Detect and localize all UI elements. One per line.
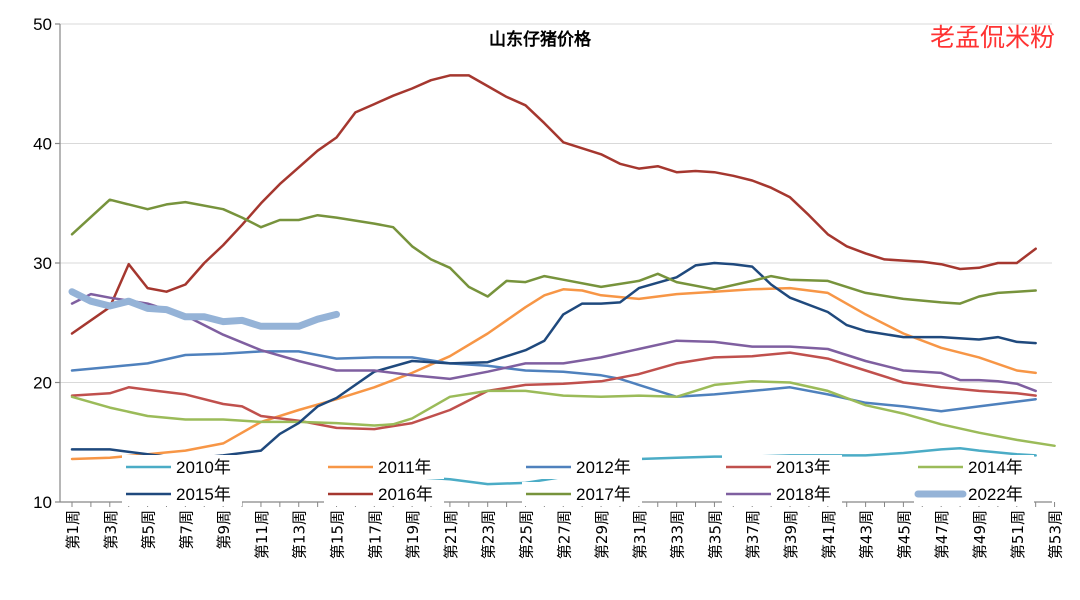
legend-label: 2018年 [776, 485, 831, 504]
x-tick-label: 第47周 [933, 510, 951, 559]
watermark-text: 老孟侃米粉 [930, 23, 1055, 52]
x-tick-label: 第19周 [404, 510, 422, 559]
x-tick-label: 第43周 [858, 510, 876, 559]
legend-label: 2016年 [378, 485, 433, 504]
series-line-2015年 [70, 261, 1037, 461]
x-tick-label: 第11周 [253, 510, 271, 559]
x-tick-label: 第31周 [631, 510, 649, 559]
x-tick-label: 第1周 [64, 510, 82, 550]
x-tick-label: 第13周 [291, 510, 309, 559]
x-tick-label: 第21周 [442, 510, 460, 559]
x-tick-label: 第27周 [555, 510, 573, 559]
series-line-2017年 [70, 198, 1037, 305]
series-line-2014年 [70, 380, 1056, 448]
legend-label: 2022年 [968, 485, 1023, 504]
legend-item: 2016年 [324, 482, 444, 506]
x-tick-label: 第7周 [177, 510, 195, 550]
legend-item: 2015年 [122, 482, 242, 506]
x-tick-label: 第35周 [706, 510, 724, 559]
legend: 2010年 2011年 2012年 2013年 2014年 2015年 2016年 2017年… [122, 455, 1034, 506]
legend-item: 2011年 [324, 455, 444, 479]
x-tick-label: 第23周 [480, 510, 498, 559]
x-tick-label: 第25周 [517, 510, 535, 559]
x-tick-label: 第37周 [744, 510, 762, 559]
x-tick-label: 第49周 [971, 510, 989, 559]
x-tick-label: 第15周 [329, 510, 347, 559]
legend-item: 2012年 [522, 455, 642, 479]
horizontal-gridlines [60, 23, 1052, 503]
x-tick-label: 第41周 [820, 510, 838, 559]
x-tick-label: 第39周 [782, 510, 800, 559]
series-line-2011年 [70, 286, 1037, 461]
series-line-2018年 [70, 292, 1037, 393]
y-tick-label: 30 [33, 254, 52, 273]
legend-item: 2017年 [522, 482, 642, 506]
legend-item: 2010年 [122, 455, 242, 479]
x-tick-label: 第45周 [895, 510, 913, 559]
x-tick-label: 第29周 [593, 510, 611, 559]
x-tick-label: 第5周 [140, 510, 158, 550]
series-line-2022年 [68, 288, 340, 330]
series-line-2016年 [70, 74, 1037, 335]
legend-label: 2017年 [576, 485, 631, 504]
y-tick-label: 10 [33, 493, 52, 512]
series-line-2012年 [70, 350, 1037, 413]
legend-label: 2010年 [176, 458, 231, 477]
series-line-2013年 [70, 351, 1037, 431]
legend-label: 2013年 [776, 458, 831, 477]
y-tick-label: 20 [33, 374, 52, 393]
legend-item: 2013年 [722, 455, 842, 479]
x-tick-label: 第51周 [1009, 510, 1027, 559]
y-tick-label: 40 [33, 135, 52, 154]
x-tick-label: 第17周 [366, 510, 384, 559]
legend-label: 2011年 [378, 458, 432, 477]
x-tick-label: 第53周 [1047, 510, 1065, 559]
legend-item: 2014年 [914, 455, 1034, 479]
legend-label: 2014年 [968, 458, 1023, 477]
x-tick-label: 第9周 [215, 510, 233, 550]
legend-label: 2012年 [576, 458, 631, 477]
axes [55, 23, 1056, 507]
x-tick-label: 第3周 [102, 510, 120, 550]
legend-item: 2018年 [722, 482, 842, 506]
y-tick-label: 50 [33, 15, 52, 34]
y-axis-tick-labels: 10 20 30 40 50 [33, 15, 52, 512]
series-lines [68, 74, 1056, 486]
x-axis-tick-labels: 第1周 第3周 第5周 第7周 第9周 第11周 第13周 第15周 第17周 第19周 第21周 第… [64, 510, 1065, 559]
chart-title: 山东仔猪价格 [489, 29, 592, 50]
legend-item: 2022年 [914, 482, 1034, 506]
x-tick-label: 第33周 [669, 510, 687, 559]
legend-label: 2015年 [176, 485, 231, 504]
